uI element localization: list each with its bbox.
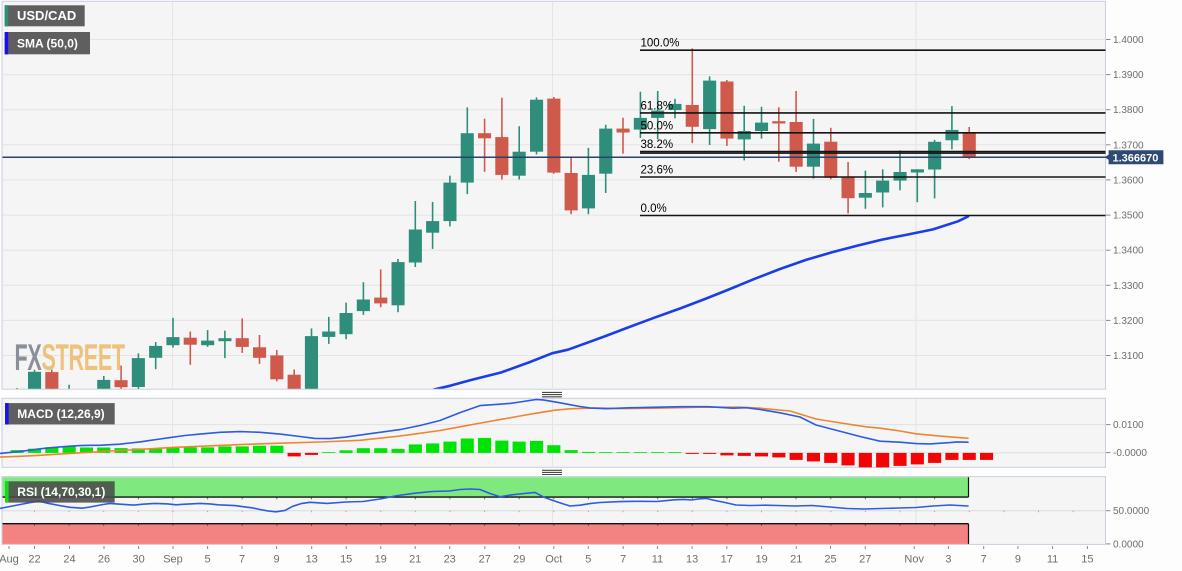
svg-text:1.366670: 1.366670 xyxy=(1113,152,1159,164)
svg-text:21: 21 xyxy=(790,554,802,566)
svg-text:0.0000: 0.0000 xyxy=(1113,539,1144,550)
svg-text:3: 3 xyxy=(945,554,951,566)
svg-text:23: 23 xyxy=(444,554,456,566)
svg-text:38.2%: 38.2% xyxy=(641,139,674,151)
svg-text:7: 7 xyxy=(239,554,245,566)
svg-text:26: 26 xyxy=(98,554,110,566)
svg-text:1.3400: 1.3400 xyxy=(1113,246,1144,257)
svg-text:-0.0000: -0.0000 xyxy=(1113,448,1147,459)
svg-text:15: 15 xyxy=(1081,554,1093,566)
svg-text:21: 21 xyxy=(409,554,421,566)
svg-text:1.3200: 1.3200 xyxy=(1113,316,1144,327)
svg-text:1.3600: 1.3600 xyxy=(1113,175,1144,186)
svg-text:FXSTREET: FXSTREET xyxy=(15,337,126,379)
svg-text:7: 7 xyxy=(620,554,626,566)
svg-text:30: 30 xyxy=(132,554,144,566)
svg-text:Nov: Nov xyxy=(904,554,924,566)
svg-text:15: 15 xyxy=(340,554,352,566)
svg-text:1.3500: 1.3500 xyxy=(1113,211,1144,222)
svg-text:23.6%: 23.6% xyxy=(641,165,674,177)
svg-text:11: 11 xyxy=(652,554,663,566)
svg-text:1.3800: 1.3800 xyxy=(1113,105,1144,116)
svg-text:27: 27 xyxy=(479,554,491,566)
svg-text:RSI (14,70,30,1): RSI (14,70,30,1) xyxy=(17,485,105,499)
svg-text:0.0100: 0.0100 xyxy=(1113,420,1144,431)
svg-text:1.3900: 1.3900 xyxy=(1113,70,1144,81)
svg-text:19: 19 xyxy=(755,554,767,566)
svg-text:25: 25 xyxy=(824,554,836,566)
svg-text:13: 13 xyxy=(686,554,698,566)
svg-text:0.0%: 0.0% xyxy=(641,203,667,215)
svg-text:17: 17 xyxy=(721,554,733,566)
svg-text:USD/CAD: USD/CAD xyxy=(17,8,76,23)
svg-text:1.3700: 1.3700 xyxy=(1113,140,1144,151)
svg-text:1.3300: 1.3300 xyxy=(1113,281,1144,292)
svg-text:13: 13 xyxy=(306,554,318,566)
svg-text:1.3100: 1.3100 xyxy=(1113,351,1144,362)
svg-text:Sep: Sep xyxy=(163,554,183,566)
svg-text:61.8%: 61.8% xyxy=(641,100,674,112)
svg-text:Oct: Oct xyxy=(545,554,562,566)
svg-text:27: 27 xyxy=(859,554,871,566)
svg-text:22: 22 xyxy=(28,554,40,566)
svg-text:7: 7 xyxy=(981,554,987,566)
svg-text:50.0%: 50.0% xyxy=(641,120,674,132)
svg-text:24: 24 xyxy=(63,554,75,566)
svg-text:MACD (12,26,9): MACD (12,26,9) xyxy=(17,407,104,421)
svg-text:5: 5 xyxy=(205,554,211,566)
svg-text:5: 5 xyxy=(585,554,591,566)
svg-text:100.0%: 100.0% xyxy=(641,38,680,50)
svg-text:9: 9 xyxy=(274,554,280,566)
svg-text:50.0000: 50.0000 xyxy=(1113,506,1150,517)
svg-text:9: 9 xyxy=(1015,554,1021,566)
svg-text:29: 29 xyxy=(513,554,525,566)
svg-text:1.4000: 1.4000 xyxy=(1113,35,1144,46)
svg-text:19: 19 xyxy=(375,554,387,566)
svg-text:11: 11 xyxy=(1047,554,1058,566)
svg-text:Aug: Aug xyxy=(0,554,19,566)
svg-text:SMA (50,0): SMA (50,0) xyxy=(17,36,78,50)
